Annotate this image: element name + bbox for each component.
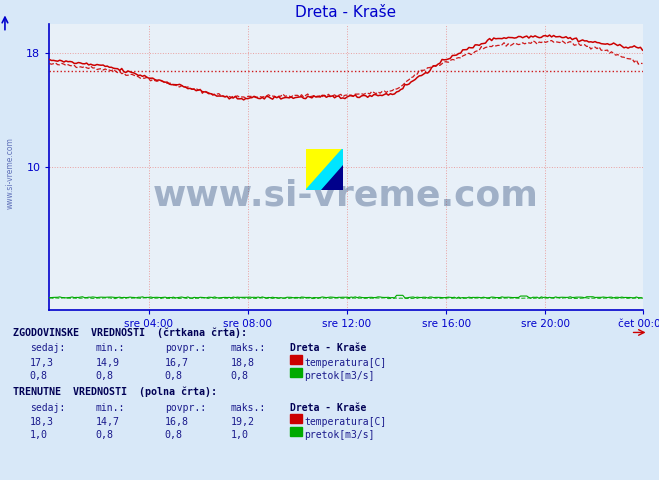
Text: temperatura[C]: temperatura[C] [304, 417, 387, 427]
Text: 18,3: 18,3 [30, 417, 53, 427]
Text: 0,8: 0,8 [30, 371, 47, 381]
Text: povpr.:: povpr.: [165, 343, 206, 353]
Text: sedaj:: sedaj: [30, 343, 65, 353]
Text: 0,8: 0,8 [165, 371, 183, 381]
Text: sedaj:: sedaj: [30, 403, 65, 413]
Text: temperatura[C]: temperatura[C] [304, 358, 387, 368]
Text: Dreta - Kraše: Dreta - Kraše [290, 343, 366, 353]
Text: 18,8: 18,8 [231, 358, 254, 368]
Polygon shape [306, 149, 343, 190]
Text: 1,0: 1,0 [231, 430, 248, 440]
Text: 0,8: 0,8 [96, 430, 113, 440]
Text: pretok[m3/s]: pretok[m3/s] [304, 371, 375, 381]
Text: 1,0: 1,0 [30, 430, 47, 440]
Text: 0,8: 0,8 [231, 371, 248, 381]
Text: www.si-vreme.com: www.si-vreme.com [5, 137, 14, 209]
Polygon shape [321, 165, 343, 190]
Text: min.:: min.: [96, 403, 125, 413]
Text: maks.:: maks.: [231, 403, 266, 413]
Polygon shape [306, 149, 343, 190]
Title: Dreta - Kraše: Dreta - Kraše [295, 5, 397, 20]
Text: ZGODOVINSKE  VREDNOSTI  (črtkana črta):: ZGODOVINSKE VREDNOSTI (črtkana črta): [13, 327, 247, 338]
Text: 14,9: 14,9 [96, 358, 119, 368]
Text: 16,7: 16,7 [165, 358, 188, 368]
Text: 16,8: 16,8 [165, 417, 188, 427]
Text: 17,3: 17,3 [30, 358, 53, 368]
Text: maks.:: maks.: [231, 343, 266, 353]
Text: 19,2: 19,2 [231, 417, 254, 427]
Text: 0,8: 0,8 [165, 430, 183, 440]
Text: pretok[m3/s]: pretok[m3/s] [304, 430, 375, 440]
Text: www.si-vreme.com: www.si-vreme.com [153, 179, 539, 212]
Text: Dreta - Kraše: Dreta - Kraše [290, 403, 366, 413]
Text: TRENUTNE  VREDNOSTI  (polna črta):: TRENUTNE VREDNOSTI (polna črta): [13, 386, 217, 397]
Text: 14,7: 14,7 [96, 417, 119, 427]
Text: povpr.:: povpr.: [165, 403, 206, 413]
Text: 0,8: 0,8 [96, 371, 113, 381]
Text: min.:: min.: [96, 343, 125, 353]
